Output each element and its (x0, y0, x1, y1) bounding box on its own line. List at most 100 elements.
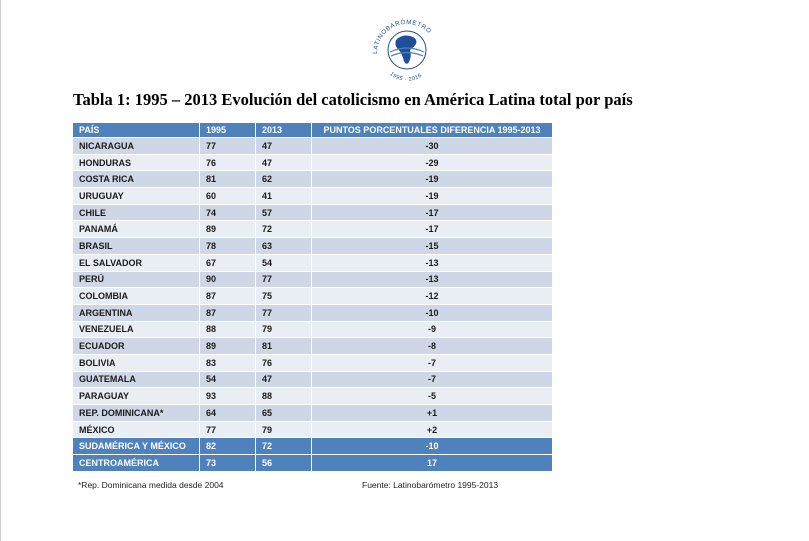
value-1995-cell: 54 (199, 370, 256, 389)
table-row: CHILE 74 57 -17 (72, 203, 553, 222)
summary-row: CENTROAMÉRICA 73 56 17 (72, 454, 553, 472)
difference-cell: -13 (311, 253, 553, 272)
difference-cell: -19 (311, 170, 553, 189)
country-cell: CHILE (72, 203, 200, 222)
value-2013-cell: 72 (255, 220, 312, 239)
difference-cell: -15 (311, 237, 553, 255)
value-1995-cell: 67 (199, 253, 256, 272)
country-cell: VENEZUELA (72, 320, 200, 339)
table-row: PANAMÁ 89 72 -17 (72, 220, 553, 239)
value-1995-cell: 77 (199, 420, 256, 439)
header-difference: PUNTOS PORCENTUALES DIFERENCIA 1995-2013 (311, 122, 553, 138)
latinobarometro-logo: LATINOBARÓMETRO 1995 · 2016 (372, 17, 432, 83)
table-row: BRASIL 78 63 -15 (72, 237, 553, 255)
difference-cell: -29 (311, 153, 553, 172)
value-2013-cell: 57 (255, 203, 312, 222)
value-1995-cell: 89 (199, 220, 256, 239)
country-cell: SUDAMÉRICA Y MÉXICO (72, 437, 200, 456)
country-cell: NICARAGUA (72, 137, 200, 155)
country-cell: HONDURAS (72, 153, 200, 172)
value-2013-cell: 79 (255, 420, 312, 439)
difference-cell: 17 (311, 454, 553, 472)
value-2013-cell: 81 (255, 337, 312, 355)
table-row: COSTA RICA 81 62 -19 (72, 170, 553, 189)
country-cell: COLOMBIA (72, 287, 200, 305)
value-2013-cell: 77 (255, 303, 312, 322)
value-2013-cell: 79 (255, 320, 312, 339)
value-2013-cell: 75 (255, 287, 312, 305)
logo-years-text: 1995 · 2016 (389, 71, 424, 83)
country-cell: ARGENTINA (72, 303, 200, 322)
table-row: NICARAGUA 77 47 -30 (72, 137, 553, 155)
country-cell: ECUADOR (72, 337, 200, 355)
table-row: HONDURAS 76 47 -29 (72, 153, 553, 172)
value-2013-cell: 65 (255, 404, 312, 422)
value-2013-cell: 72 (255, 437, 312, 456)
value-1995-cell: 87 (199, 303, 256, 322)
country-cell: PANAMÁ (72, 220, 200, 239)
difference-cell: -10 (311, 303, 553, 322)
value-1995-cell: 76 (199, 153, 256, 172)
value-1995-cell: 83 (199, 353, 256, 372)
country-cell: URUGUAY (72, 187, 200, 205)
page-title: Tabla 1: 1995 – 2013 Evolución del catol… (73, 90, 633, 109)
value-1995-cell: 82 (199, 437, 256, 456)
header-country: PAÍS (72, 122, 200, 138)
table-row: COLOMBIA 87 75 -12 (72, 287, 553, 305)
difference-cell: -30 (311, 137, 553, 155)
table-row: REP. DOMINICANA* 64 65 +1 (72, 404, 553, 422)
value-1995-cell: 93 (199, 387, 256, 405)
value-1995-cell: 88 (199, 320, 256, 339)
page-left-border (0, 0, 1, 541)
difference-cell: +1 (311, 404, 553, 422)
value-2013-cell: 41 (255, 187, 312, 205)
country-cell: BOLIVIA (72, 353, 200, 372)
value-1995-cell: 74 (199, 203, 256, 222)
value-2013-cell: 47 (255, 153, 312, 172)
difference-cell: -13 (311, 270, 553, 289)
value-2013-cell: 88 (255, 387, 312, 405)
value-2013-cell: 77 (255, 270, 312, 289)
value-2013-cell: 54 (255, 253, 312, 272)
country-cell: REP. DOMINICANA* (72, 404, 200, 422)
table-header-row: PAÍS 1995 2013 PUNTOS PORCENTUALES DIFER… (72, 122, 553, 138)
table-row: PERÚ 90 77 -13 (72, 270, 553, 289)
country-cell: GUATEMALA (72, 370, 200, 389)
country-cell: PERÚ (72, 270, 200, 289)
difference-cell: -17 (311, 220, 553, 239)
value-1995-cell: 81 (199, 170, 256, 189)
country-cell: COSTA RICA (72, 170, 200, 189)
value-1995-cell: 77 (199, 137, 256, 155)
value-1995-cell: 90 (199, 270, 256, 289)
value-1995-cell: 89 (199, 337, 256, 355)
table-row: ARGENTINA 87 77 -10 (72, 303, 553, 322)
source-note: Fuente: Latinobarómetro 1995-2013 (362, 480, 499, 490)
difference-cell: -7 (311, 353, 553, 372)
value-2013-cell: 76 (255, 353, 312, 372)
footnote: *Rep. Dominicana medida desde 2004 (78, 480, 224, 490)
table-row: BOLIVIA 83 76 -7 (72, 353, 553, 372)
value-2013-cell: 56 (255, 454, 312, 472)
table-row: EL SALVADOR 67 54 -13 (72, 253, 553, 272)
difference-cell: -9 (311, 320, 553, 339)
value-2013-cell: 62 (255, 170, 312, 189)
value-1995-cell: 78 (199, 237, 256, 255)
summary-row: SUDAMÉRICA Y MÉXICO 82 72 -10 (72, 437, 553, 456)
value-1995-cell: 60 (199, 187, 256, 205)
difference-cell: -10 (311, 437, 553, 456)
value-1995-cell: 87 (199, 287, 256, 305)
header-1995: 1995 (199, 122, 256, 138)
value-2013-cell: 47 (255, 370, 312, 389)
country-cell: EL SALVADOR (72, 253, 200, 272)
country-cell: MÉXICO (72, 420, 200, 439)
difference-cell: -8 (311, 337, 553, 355)
difference-cell: -19 (311, 187, 553, 205)
table-row: MÉXICO 77 79 +2 (72, 420, 553, 439)
value-2013-cell: 63 (255, 237, 312, 255)
catholicism-table: PAÍS 1995 2013 PUNTOS PORCENTUALES DIFER… (72, 122, 553, 472)
difference-cell: -17 (311, 203, 553, 222)
header-2013: 2013 (255, 122, 312, 138)
country-cell: CENTROAMÉRICA (72, 454, 200, 472)
table-row: URUGUAY 60 41 -19 (72, 187, 553, 205)
difference-cell: -12 (311, 287, 553, 305)
